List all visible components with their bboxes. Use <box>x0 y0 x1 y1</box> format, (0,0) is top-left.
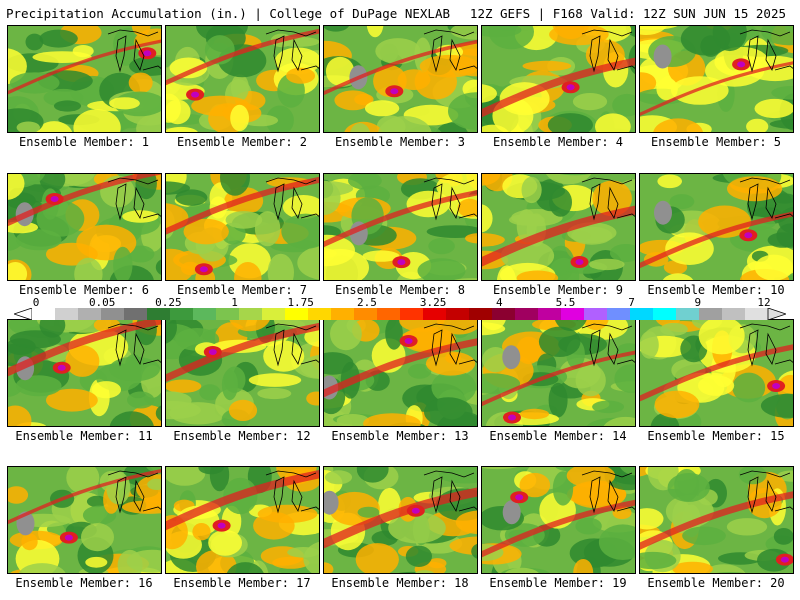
member-map-16 <box>7 466 162 574</box>
colorbar-swatch <box>147 308 171 320</box>
member-label: Ensemble Member: 3 <box>334 135 466 149</box>
member-map-18 <box>323 466 478 574</box>
colorbar-tick-label: 1 <box>231 296 238 309</box>
colorbar-swatch <box>492 308 516 320</box>
member-label: Ensemble Member: 12 <box>173 429 311 443</box>
colorbar-swatch <box>515 308 539 320</box>
colorbar-swatch <box>469 308 493 320</box>
colorbar-swatch <box>699 308 723 320</box>
member-map-11 <box>7 319 162 427</box>
colorbar-swatch <box>124 308 148 320</box>
member-label: Ensemble Member: 2 <box>176 135 308 149</box>
member-label: Ensemble Member: 6 <box>18 283 150 297</box>
member-map-12 <box>165 319 320 427</box>
colorbar-swatch <box>331 308 355 320</box>
member-label: Ensemble Member: 1 <box>18 135 150 149</box>
member-map-20 <box>639 466 794 574</box>
colorbar-tick-label: 4 <box>495 296 503 309</box>
member-label: Ensemble Member: 18 <box>331 576 469 590</box>
member-map-10 <box>639 173 794 281</box>
run-valid-time: 12Z GEFS | F168 Valid: 12Z SUN JUN 15 20… <box>469 6 786 21</box>
colorbar-swatch <box>584 308 608 320</box>
colorbar-tick-label: 1.75 <box>287 296 314 309</box>
member-label: Ensemble Member: 14 <box>489 429 627 443</box>
member-label: Ensemble Member: 11 <box>15 429 153 443</box>
chart-title: Precipitation Accumulation (in.) | Colle… <box>6 6 451 21</box>
member-label: Ensemble Member: 10 <box>647 283 785 297</box>
member-label: Ensemble Member: 20 <box>647 576 785 590</box>
member-map-19 <box>481 466 636 574</box>
colorbar-swatch <box>653 308 677 320</box>
member-label: Ensemble Member: 5 <box>650 135 782 149</box>
colorbar-tick-label: 3.25 <box>419 296 447 309</box>
colorbar-swatch <box>607 308 631 320</box>
member-label: Ensemble Member: 9 <box>492 283 624 297</box>
colorbar-swatch <box>377 308 401 320</box>
colorbar-swatch <box>101 308 125 320</box>
member-map-2 <box>165 25 320 133</box>
colorbar-tick-label: 0.25 <box>155 296 182 309</box>
colorbar-swatch <box>262 308 286 320</box>
member-map-17 <box>165 466 320 574</box>
member-label: Ensemble Member: 16 <box>15 576 153 590</box>
colorbar-swatch <box>722 308 746 320</box>
member-label: Ensemble Member: 7 <box>176 283 308 297</box>
member-label: Ensemble Member: 4 <box>492 135 624 149</box>
colorbar-swatch <box>216 308 240 320</box>
member-map-1 <box>7 25 162 133</box>
member-label: Ensemble Member: 15 <box>647 429 785 443</box>
member-map-9 <box>481 173 636 281</box>
colorbar-swatch <box>630 308 654 320</box>
colorbar-swatch <box>400 308 424 320</box>
colorbar-swatch <box>423 308 447 320</box>
colorbar-swatch <box>561 308 585 320</box>
member-map-8 <box>323 173 478 281</box>
colorbar <box>14 308 786 320</box>
colorbar-swatch <box>308 308 332 320</box>
member-map-4 <box>481 25 636 133</box>
colorbar-tick-label: 7 <box>628 296 635 309</box>
colorbar-swatch <box>538 308 562 320</box>
member-map-6 <box>7 173 162 281</box>
member-label: Ensemble Member: 17 <box>173 576 311 590</box>
colorbar-swatch <box>78 308 102 320</box>
member-label: Ensemble Member: 8 <box>334 283 466 297</box>
colorbar-swatch <box>745 308 769 320</box>
colorbar-tick-label: 0.05 <box>88 296 116 309</box>
colorbar-swatch <box>239 308 263 320</box>
colorbar-swatch <box>285 308 309 320</box>
colorbar-tick-label: 12 <box>757 296 771 309</box>
member-map-3 <box>323 25 478 133</box>
member-label: Ensemble Member: 13 <box>331 429 469 443</box>
colorbar-tick-label: 5.5 <box>555 296 576 309</box>
member-map-7 <box>165 173 320 281</box>
member-label: Ensemble Member: 19 <box>489 576 627 590</box>
colorbar-tick-label: 0 <box>32 296 40 309</box>
member-map-13 <box>323 319 478 427</box>
colorbar-swatch <box>32 308 56 320</box>
colorbar-tick-label: 2.5 <box>356 296 377 309</box>
colorbar-swatch <box>193 308 217 320</box>
colorbar-swatch <box>55 308 79 320</box>
colorbar-swatch <box>354 308 378 320</box>
member-map-5 <box>639 25 794 133</box>
colorbar-swatch <box>170 308 194 320</box>
member-map-15 <box>639 319 794 427</box>
colorbar-tick-label: 9 <box>694 296 702 309</box>
colorbar-swatch <box>676 308 700 320</box>
colorbar-swatch <box>446 308 470 320</box>
member-map-14 <box>481 319 636 427</box>
